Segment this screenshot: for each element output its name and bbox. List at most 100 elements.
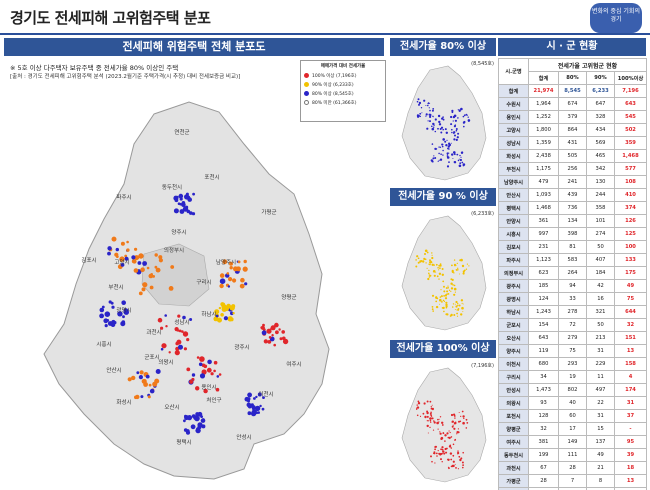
mini-risk-marker [416, 255, 419, 258]
mini-risk-marker [462, 272, 465, 275]
risk-marker [266, 328, 272, 334]
mini-risk-marker [426, 424, 429, 428]
value-cell: 158 [613, 357, 648, 371]
mini-risk-marker [436, 455, 438, 457]
mini-risk-marker [453, 284, 456, 287]
value-cell: 137 [586, 435, 615, 449]
table-row: 광명시 124 33 16 75 [498, 292, 648, 306]
value-cell: 119 [528, 344, 559, 358]
risk-marker [107, 246, 112, 251]
risk-marker [189, 318, 193, 321]
mini-risk-marker [446, 153, 449, 155]
city-label: 과천시 [146, 328, 161, 336]
mini-map-outline [401, 65, 487, 181]
mini-risk-marker [456, 315, 459, 317]
mini-risk-marker [449, 452, 453, 455]
mini-risk-marker [439, 264, 442, 267]
value-cell: 479 [528, 175, 559, 189]
mini-risk-marker [440, 458, 442, 461]
city-label: 남양주시 [216, 258, 236, 266]
mini-risk-marker [451, 264, 453, 267]
legend-item-80: 80% 이상 (8,545호) [304, 89, 382, 98]
mini-risk-marker [456, 136, 459, 139]
table-row: 과천시 67 28 21 18 [498, 461, 648, 475]
value-cell: 465 [586, 149, 615, 163]
mini-risk-marker [424, 253, 426, 255]
value-cell: 42 [586, 279, 615, 293]
mini-map-100-count: (7,196호) [471, 363, 494, 369]
region-table: 시.군명 전세가율 고위험군 현황 합계 80% 90% 100%이상 합계 2… [498, 58, 648, 490]
mini-risk-marker [451, 128, 453, 131]
city-label: 평택시 [176, 439, 191, 446]
value-cell: 241 [558, 175, 587, 189]
table-row: 의정부시 623 264 184 175 [498, 266, 648, 280]
mini-risk-marker [426, 127, 429, 130]
mini-risk-marker [451, 306, 454, 308]
risk-marker [157, 317, 163, 323]
mini-risk-marker [432, 429, 435, 431]
mini-risk-marker [457, 117, 459, 119]
mini-risk-marker [433, 274, 436, 277]
mini-risk-marker [450, 287, 454, 290]
mini-risk-marker [428, 272, 430, 275]
mini-risk-marker [446, 290, 449, 293]
mini-risk-marker [461, 410, 464, 413]
value-cell: 125 [613, 227, 648, 241]
mini-risk-marker [450, 290, 452, 292]
risk-marker [191, 212, 196, 216]
mini-risk-marker [442, 450, 445, 453]
mini-risk-marker [453, 314, 456, 316]
risk-marker [203, 388, 208, 394]
value-cell: 231 [528, 240, 559, 254]
risk-marker [131, 375, 136, 381]
value-cell: 1,468 [528, 201, 559, 215]
value-cell: 95 [613, 435, 648, 449]
mini-risk-marker [431, 263, 434, 266]
value-cell: 34 [528, 370, 559, 384]
value-cell: - [613, 422, 648, 436]
mini-risk-marker [458, 304, 461, 307]
risk-marker [154, 253, 158, 257]
risk-marker [181, 202, 186, 207]
mini-risk-marker [462, 466, 464, 469]
mini-risk-marker [460, 299, 464, 302]
mini-risk-marker [430, 415, 433, 417]
mini-risk-marker [465, 427, 468, 429]
value-cell: 174 [613, 383, 648, 397]
mini-risk-marker [449, 315, 452, 317]
mini-risk-marker [427, 102, 429, 105]
mini-risk-marker [431, 252, 433, 254]
risk-marker [196, 356, 200, 359]
mini-risk-marker [457, 428, 459, 430]
risk-marker [257, 392, 262, 397]
value-cell: 1,252 [528, 110, 559, 124]
seoul-area [141, 243, 210, 307]
mini-risk-marker [436, 297, 439, 300]
mini-risk-marker [455, 300, 458, 304]
region-cell: 남양주시 [498, 175, 529, 189]
mini-risk-marker [462, 303, 464, 305]
table-total-row: 합계 21,974 8,545 6,233 7,196 [498, 84, 648, 98]
mini-risk-marker [416, 406, 420, 409]
risk-marker [227, 285, 231, 288]
mini-risk-marker [431, 294, 435, 297]
mini-risk-marker [446, 156, 450, 159]
mini-risk-marker [418, 103, 420, 106]
risk-marker [104, 311, 111, 317]
total-90: 6,233 [586, 84, 615, 98]
mini-risk-marker [423, 99, 426, 102]
value-cell: 278 [558, 305, 587, 319]
mini-map-80-count: (8,545호) [471, 61, 494, 67]
mini-risk-marker [442, 138, 445, 141]
mini-risk-marker [441, 421, 444, 424]
mini-risk-marker [443, 452, 446, 455]
mini-risk-marker [457, 159, 460, 162]
value-cell: 50 [586, 318, 615, 332]
risk-marker [104, 324, 108, 328]
mini-risk-marker [450, 142, 452, 144]
risk-marker [247, 411, 252, 416]
mini-risk-marker [447, 145, 450, 148]
risk-marker [220, 313, 224, 317]
mini-risk-marker [425, 115, 427, 117]
risk-marker [261, 330, 267, 336]
